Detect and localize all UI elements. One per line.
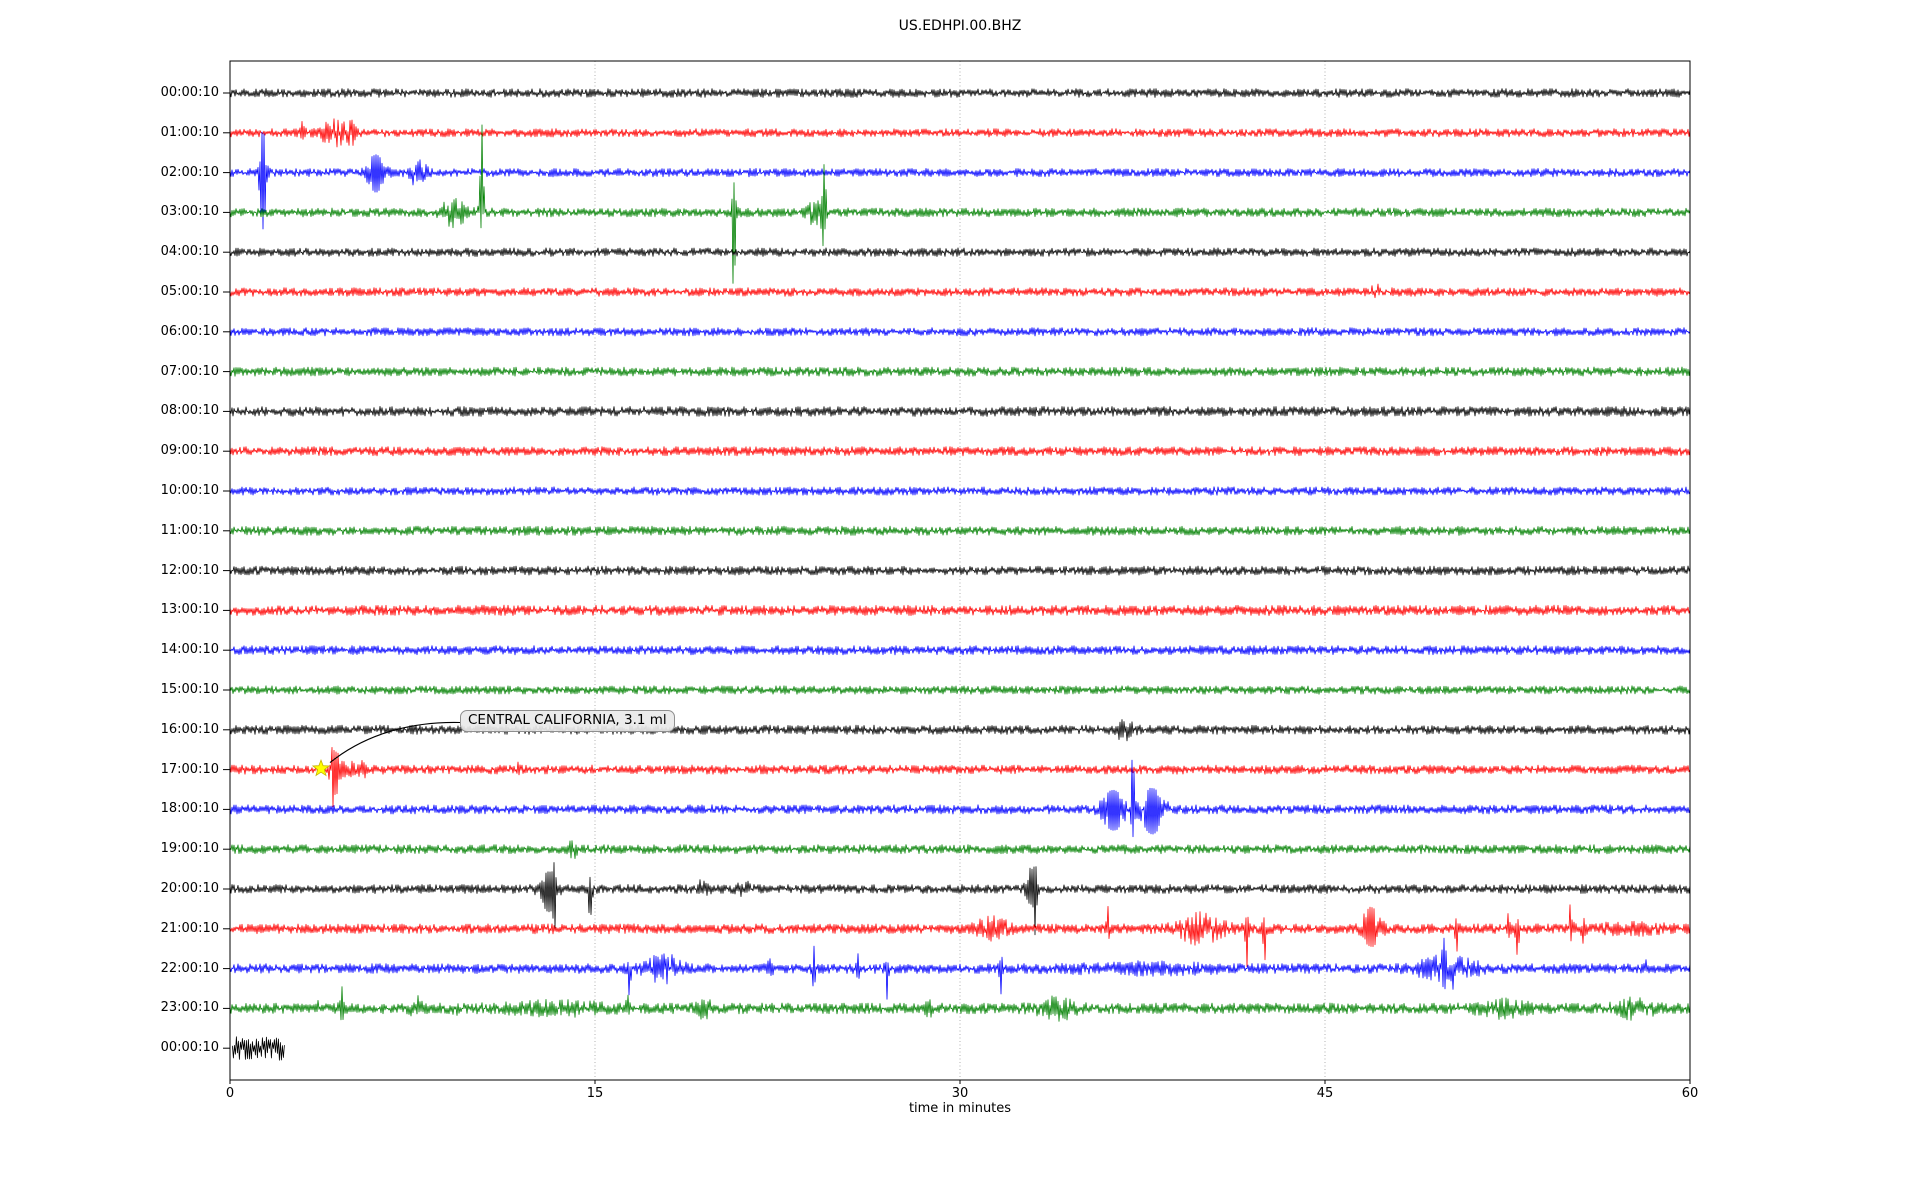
- y-tick-label: 06:00:10: [160, 323, 219, 339]
- x-tick-label: 15: [586, 1086, 604, 1101]
- y-tick-label: 07:00:10: [160, 363, 219, 379]
- y-tick-label: 19:00:10: [160, 841, 219, 857]
- trace-row-200010: [229, 862, 1691, 936]
- y-tick-label: 12:00:10: [160, 562, 219, 578]
- trace-row-010010: [229, 118, 1691, 148]
- star-icon: [311, 758, 331, 777]
- x-axis-label: time in minutes: [908, 1101, 1012, 1116]
- x-tick-label: 0: [225, 1086, 235, 1101]
- trace-row-080010: [229, 406, 1691, 417]
- trace-row-020010: [229, 131, 1691, 230]
- y-tick-label: 05:00:10: [160, 284, 219, 299]
- y-tick-label: 09:00:10: [160, 443, 219, 459]
- page-title: US.EDHPI.00.BHZ: [898, 18, 1022, 34]
- trace-row-000010: [229, 88, 1691, 98]
- y-tick-label: 15:00:10: [160, 682, 219, 697]
- trace-row-130010: [229, 604, 1691, 616]
- trace-row-000010: [232, 1036, 285, 1061]
- trace-row-040010: [229, 247, 1691, 257]
- trace-row-230010: [229, 986, 1691, 1022]
- trace-row-170010: [229, 747, 1691, 808]
- annotation-leader-line: [329, 721, 461, 764]
- trace-row-100010: [229, 486, 1691, 496]
- trace-row-220010: [229, 937, 1691, 1000]
- y-tick-label: 08:00:10: [160, 403, 219, 419]
- y-tick-label: 17:00:10: [160, 761, 219, 777]
- x-tick-label: 30: [951, 1086, 969, 1101]
- y-tick-label: 20:00:10: [160, 881, 219, 896]
- y-tick-label: 11:00:10: [160, 522, 219, 538]
- y-tick-label: 00:00:10: [160, 85, 219, 100]
- trace-row-030010: [229, 124, 1691, 284]
- trace-row-070010: [229, 366, 1691, 377]
- y-tick-label: 02:00:10: [160, 164, 219, 180]
- y-tick-label: 21:00:10: [160, 920, 219, 936]
- trace-row-050010: [229, 283, 1691, 299]
- trace-row-180010: [229, 759, 1691, 838]
- y-tick-label: 00:00:10: [160, 1040, 219, 1056]
- y-tick-label: 16:00:10: [160, 721, 219, 737]
- trace-row-120010: [229, 565, 1691, 576]
- y-tick-label: 03:00:10: [160, 204, 219, 220]
- y-tick-label: 14:00:10: [160, 642, 219, 658]
- trace-row-210010: [229, 904, 1691, 968]
- x-tick-label: 45: [1316, 1086, 1334, 1101]
- y-tick-label: 18:00:10: [160, 801, 219, 817]
- annotation-box: CENTRAL CALIFORNIA, 3.1 ml: [460, 710, 675, 732]
- y-tick-label: 22:00:10: [160, 960, 219, 976]
- trace-row-060010: [229, 327, 1691, 337]
- trace-row-090010: [229, 446, 1691, 457]
- trace-row-140010: [229, 645, 1691, 656]
- y-tick-label: 01:00:10: [160, 124, 219, 140]
- y-tick-label: 13:00:10: [160, 602, 219, 618]
- x-tick-label: 60: [1681, 1086, 1699, 1101]
- trace-row-150010: [229, 685, 1691, 695]
- y-tick-label: 10:00:10: [160, 483, 219, 498]
- trace-row-190010: [229, 840, 1691, 859]
- y-tick-label: 04:00:10: [160, 244, 219, 260]
- y-tick-label: 23:00:10: [160, 1000, 219, 1016]
- trace-row-110010: [229, 525, 1691, 536]
